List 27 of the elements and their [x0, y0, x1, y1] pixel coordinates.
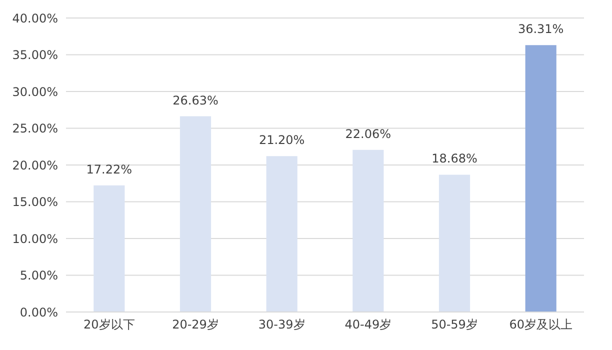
y-tick-label: 0.00%	[20, 305, 58, 320]
x-tick-label: 20岁以下	[84, 318, 135, 332]
x-tick-label: 50-59岁	[431, 318, 478, 332]
data-label: 17.22%	[86, 162, 132, 176]
bar	[94, 185, 125, 312]
data-label: 18.68%	[432, 152, 478, 166]
y-tick-label: 5.00%	[20, 268, 58, 283]
data-label: 22.06%	[345, 126, 392, 141]
x-tick-label: 40-49岁	[344, 318, 392, 332]
data-label: 36.31%	[518, 22, 564, 36]
bar	[180, 116, 212, 312]
y-tick-label: 30.00%	[12, 84, 58, 99]
bar	[525, 45, 556, 312]
bar	[266, 156, 298, 312]
bar	[438, 174, 470, 312]
x-tick-label: 60岁及以上	[509, 318, 572, 332]
bar	[352, 150, 384, 312]
y-tick-label: 25.00%	[12, 122, 58, 136]
y-tick-label: 40.00%	[12, 11, 58, 26]
y-tick-label: 10.00%	[12, 232, 58, 246]
y-tick-label: 35.00%	[12, 48, 58, 62]
x-tick-label: 20-29岁	[172, 318, 219, 332]
y-tick-label: 15.00%	[12, 195, 58, 210]
data-label: 21.20%	[258, 133, 305, 148]
x-tick-label: 30-39岁	[258, 318, 306, 332]
data-label: 26.63%	[172, 93, 218, 108]
y-tick-label: 20.00%	[12, 158, 58, 172]
